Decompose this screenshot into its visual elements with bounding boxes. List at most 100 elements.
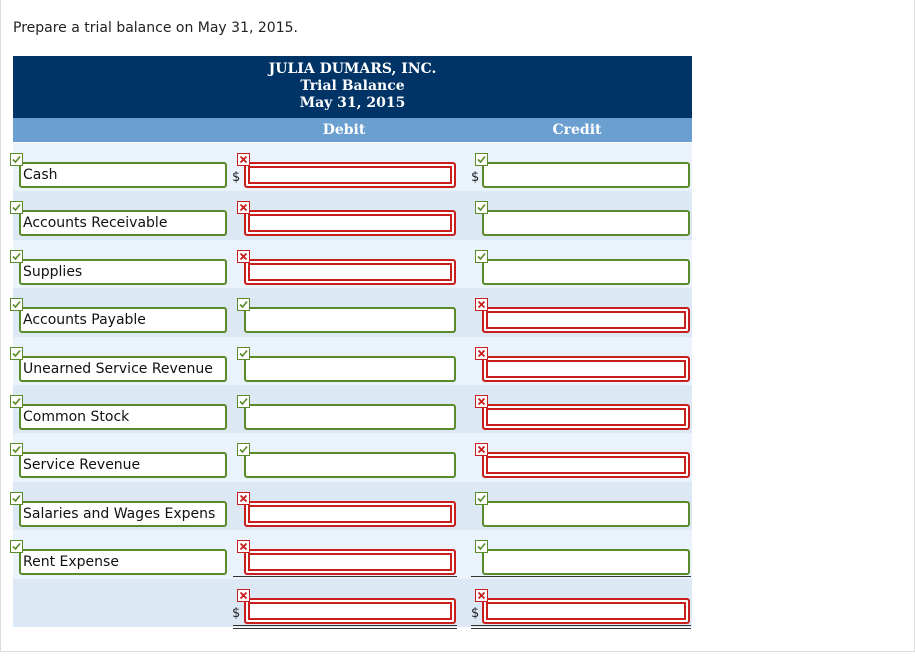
table-header: JULIA DUMARS, INC. Trial Balance May 31,… <box>13 56 692 118</box>
credit-input[interactable] <box>482 307 690 334</box>
icon-graphic <box>10 153 23 166</box>
incorrect-icon <box>237 538 250 554</box>
correct-icon <box>475 248 488 263</box>
double-rule <box>233 624 457 626</box>
icon-graphic <box>237 298 250 312</box>
icon-graphic <box>237 201 250 215</box>
icon-graphic <box>10 298 23 312</box>
icon-graphic <box>475 153 488 166</box>
icon-graphic <box>475 540 488 554</box>
incorrect-icon <box>237 587 250 602</box>
account-name[interactable]: Supplies <box>19 258 227 285</box>
icon-graphic <box>475 249 488 263</box>
incorrect-icon <box>237 151 250 166</box>
sum-rule <box>471 576 691 578</box>
debit-input[interactable] <box>244 355 456 382</box>
correct-icon <box>475 199 488 215</box>
icon-graphic <box>237 443 250 457</box>
correct-icon <box>10 538 23 554</box>
correct-icon <box>475 151 488 166</box>
column-header: Credit <box>552 122 602 138</box>
icon-graphic <box>237 346 250 360</box>
correct-icon <box>475 538 488 554</box>
correct-icon <box>10 199 23 215</box>
correct-icon <box>237 441 250 457</box>
icon-graphic <box>10 540 23 554</box>
icon-graphic <box>475 395 488 408</box>
icon-graphic <box>475 491 488 505</box>
statement-name: Trial Balance <box>300 78 405 94</box>
credit-input[interactable] <box>482 452 690 479</box>
icon-graphic <box>475 298 488 312</box>
account-name[interactable]: Accounts Receivable <box>19 210 227 237</box>
debit-input[interactable] <box>244 500 456 527</box>
company-name: JULIA DUMARS, INC. <box>268 61 437 77</box>
icon-graphic <box>475 346 488 360</box>
correct-icon <box>237 393 250 408</box>
debit-input[interactable] <box>244 162 456 188</box>
account-name[interactable]: Cash <box>19 162 227 188</box>
icon-graphic <box>237 395 250 408</box>
debit-input[interactable] <box>244 597 456 624</box>
account-name[interactable]: Common Stock <box>19 404 227 430</box>
icon-graphic <box>10 491 23 505</box>
currency-sign: $ <box>471 605 480 621</box>
currency-sign: $ <box>232 170 241 185</box>
correct-icon <box>10 296 23 312</box>
credit-input[interactable] <box>482 597 690 624</box>
icon-graphic <box>237 153 250 166</box>
credit-input[interactable] <box>482 210 690 237</box>
credit-input[interactable] <box>482 162 690 188</box>
account-name[interactable]: Rent Expense <box>19 549 227 576</box>
credit-input[interactable] <box>482 258 690 285</box>
correct-icon <box>10 490 23 505</box>
credit-input[interactable] <box>482 549 690 576</box>
instruction: Prepare a trial balance on May 31, 2015. <box>13 20 298 36</box>
account-name[interactable]: Accounts Payable <box>19 307 227 334</box>
credit-input[interactable] <box>482 355 690 382</box>
correct-icon <box>10 441 23 457</box>
account-name[interactable]: Salaries and Wages Expens <box>19 500 227 527</box>
icon-graphic <box>10 249 23 263</box>
incorrect-icon <box>475 587 488 602</box>
debit-input[interactable] <box>244 210 456 237</box>
debit-input[interactable] <box>244 307 456 334</box>
icon-graphic <box>10 346 23 360</box>
double-rule <box>471 624 691 626</box>
incorrect-icon <box>475 296 488 312</box>
incorrect-icon <box>475 393 488 408</box>
incorrect-icon <box>475 345 488 360</box>
icon-graphic <box>10 443 23 457</box>
credit-input[interactable] <box>482 404 690 430</box>
currency-sign: $ <box>471 170 480 185</box>
incorrect-icon <box>237 248 250 263</box>
icon-graphic <box>10 201 23 215</box>
icon-graphic <box>475 443 488 457</box>
sum-rule <box>233 576 457 578</box>
double-rule <box>233 627 457 629</box>
debit-input[interactable] <box>244 452 456 479</box>
correct-icon <box>10 248 23 263</box>
debit-input[interactable] <box>244 404 456 430</box>
incorrect-icon <box>237 490 250 505</box>
icon-graphic <box>475 588 488 602</box>
currency-sign: $ <box>232 605 241 621</box>
debit-input[interactable] <box>244 258 456 285</box>
incorrect-icon <box>475 441 488 457</box>
correct-icon <box>475 490 488 505</box>
icon-graphic <box>237 249 250 263</box>
account-name[interactable]: Unearned Service Revenue <box>19 355 227 382</box>
icon-graphic <box>10 395 23 408</box>
column-header-bar <box>13 118 692 142</box>
correct-icon <box>237 296 250 312</box>
correct-icon <box>10 345 23 360</box>
debit-input[interactable] <box>244 549 456 576</box>
correct-icon <box>237 345 250 360</box>
icon-graphic <box>237 588 250 602</box>
statement-date: May 31, 2015 <box>299 95 406 111</box>
credit-input[interactable] <box>482 500 690 527</box>
account-name[interactable]: Service Revenue <box>19 452 227 479</box>
double-rule <box>471 627 691 629</box>
icon-graphic <box>237 491 250 505</box>
